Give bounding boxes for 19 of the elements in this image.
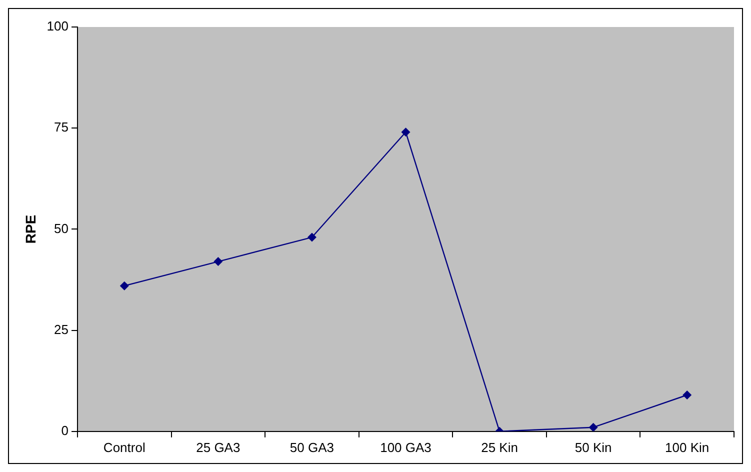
y-tick-label: 50 (54, 220, 68, 236)
point (401, 128, 410, 137)
y-tick-label: 0 (61, 422, 68, 438)
x-tick-label: Control (103, 440, 146, 455)
y-tick-label: 25 (54, 322, 68, 337)
point (588, 422, 598, 432)
x-tick-label: 100 Kin (665, 440, 710, 455)
x-tick-label: 50 GA3 (290, 440, 334, 455)
point (682, 390, 692, 400)
point (307, 232, 316, 242)
y-axis-title: RPE (22, 214, 38, 244)
y-tick-label: 75 (54, 120, 68, 135)
x-tick-label: 25 GA3 (196, 440, 240, 455)
x-tick-label: 50 Kin (574, 440, 612, 455)
x-tick-label: 25 Kin (481, 440, 518, 455)
point (120, 281, 129, 290)
y-tick-label: 100 (46, 18, 68, 34)
point (214, 257, 223, 266)
x-tick-label: 100 GA3 (380, 440, 432, 455)
